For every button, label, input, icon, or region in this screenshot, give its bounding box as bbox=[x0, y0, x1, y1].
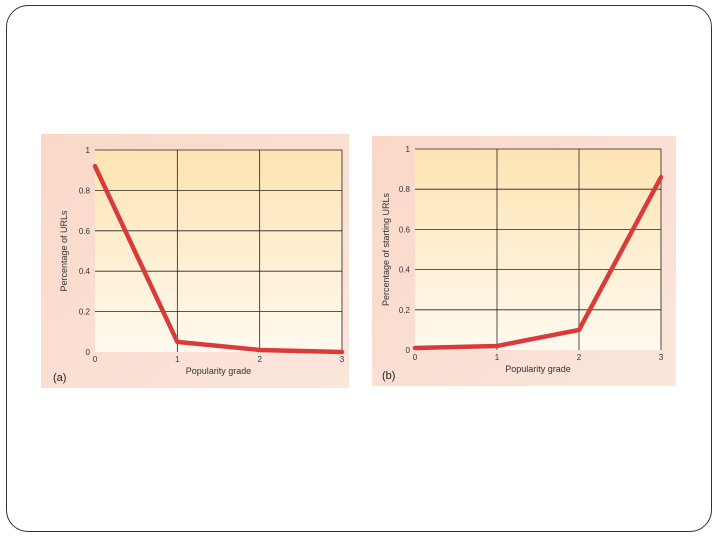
x-tick-label: 2 bbox=[257, 355, 262, 364]
y-tick-label: 0.4 bbox=[79, 267, 91, 276]
y-tick-label: 0.2 bbox=[79, 308, 91, 317]
y-tick-label: 0.8 bbox=[399, 185, 411, 194]
y-tick-label: 0.4 bbox=[399, 266, 411, 275]
series-line bbox=[412, 174, 664, 351]
plot-area bbox=[95, 150, 342, 352]
x-tick-label: 2 bbox=[577, 353, 582, 362]
y-tick-label: 0.6 bbox=[399, 225, 411, 234]
x-tick-label: 1 bbox=[495, 353, 500, 362]
y-tick-label: 0.6 bbox=[79, 227, 91, 236]
chart-a-svg: 0 0.2 0.4 0.6 0.8 1 0 1 2 3 Popularity grade Percen… bbox=[41, 134, 349, 388]
chart-panel-b: 0 0.2 0.4 0.6 0.8 1 0 1 2 3 Popularity grade Percen… bbox=[372, 136, 676, 386]
panel-label: (b) bbox=[382, 370, 395, 382]
y-axis-label: Percentage of URLs bbox=[59, 210, 69, 292]
y-tick-label: 0 bbox=[406, 346, 411, 355]
series-line bbox=[92, 163, 345, 355]
x-tick-label: 3 bbox=[659, 353, 664, 362]
panel-label: (a) bbox=[53, 372, 66, 384]
x-axis-label: Popularity grade bbox=[505, 364, 571, 374]
x-tick-label: 0 bbox=[93, 355, 98, 364]
chart-b-svg: 0 0.2 0.4 0.6 0.8 1 0 1 2 3 Popularity grade Percen… bbox=[372, 136, 676, 386]
y-tick-label: 1 bbox=[86, 146, 91, 155]
y-tick-label: 0 bbox=[86, 348, 91, 357]
y-axis-label: Percentage of starting URLs bbox=[381, 192, 391, 306]
y-tick-label: 0.2 bbox=[399, 306, 411, 315]
y-tick-label: 0.8 bbox=[79, 186, 91, 195]
chart-panel-a: 0 0.2 0.4 0.6 0.8 1 0 1 2 3 Popularity grade Percen… bbox=[41, 134, 349, 388]
x-axis-label: Popularity grade bbox=[186, 366, 252, 376]
x-tick-label: 0 bbox=[413, 353, 418, 362]
x-tick-label: 1 bbox=[175, 355, 180, 364]
x-tick-label: 3 bbox=[340, 355, 345, 364]
y-tick-label: 1 bbox=[406, 145, 411, 154]
